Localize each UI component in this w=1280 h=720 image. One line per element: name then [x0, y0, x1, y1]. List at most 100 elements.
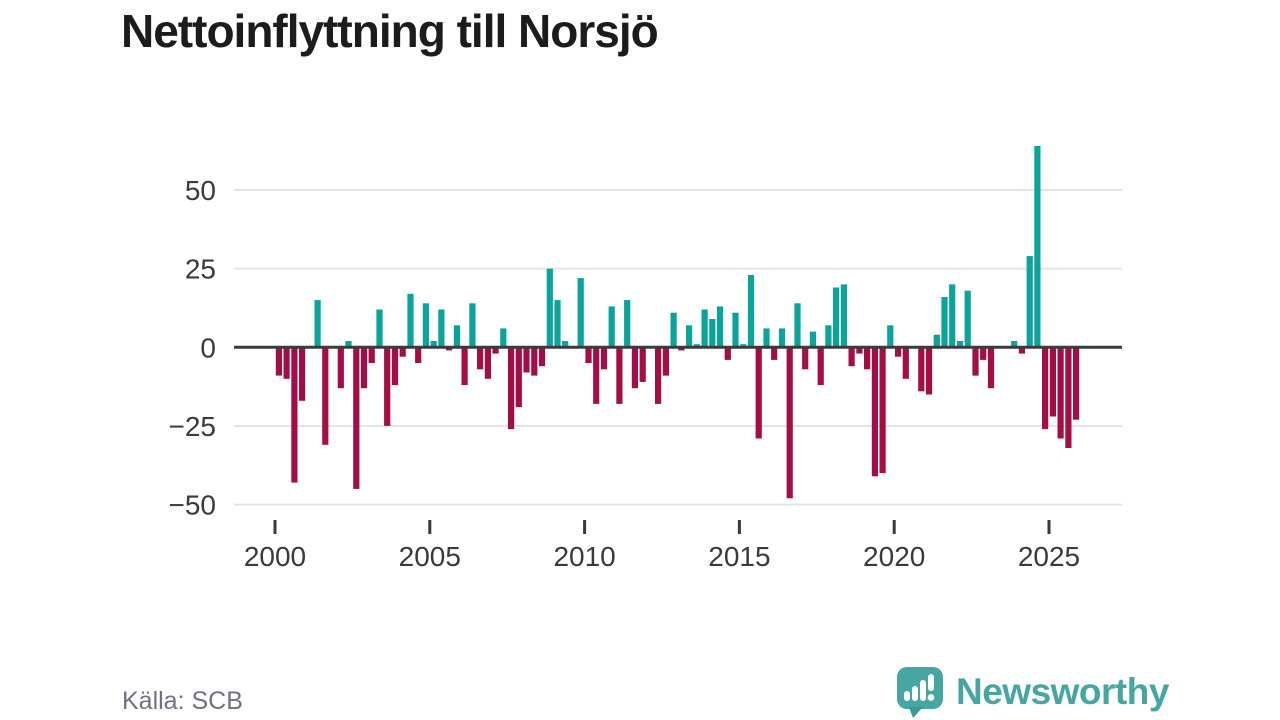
- bar-2017-q3: [817, 347, 824, 386]
- bar-2010-q3: [600, 347, 608, 370]
- bar-2017-q4: [825, 325, 832, 348]
- bar-2003-q4: [391, 347, 399, 386]
- bar-2009-q4: [577, 278, 584, 348]
- bar-2018-q3: [848, 347, 855, 367]
- bar-2018-q1: [833, 287, 840, 348]
- bar-2009-q1: [554, 300, 561, 348]
- bar-2021-q1: [925, 347, 933, 395]
- svg-text:2010: 2010: [553, 541, 615, 572]
- bar-2002-q4: [360, 347, 368, 389]
- y-axis-labels: 50 25 0 −25 −50: [169, 175, 217, 521]
- bar-2000-q4: [299, 347, 306, 401]
- bar-2017-q2: [809, 331, 816, 348]
- bar-2025-q1: [1049, 347, 1056, 417]
- bar-2024-q4: [1042, 347, 1049, 430]
- bar-2007-q4: [515, 347, 522, 408]
- bar-2002-q2: [345, 341, 352, 348]
- bar-2020-q4: [918, 347, 925, 392]
- bar-2006-q4: [484, 347, 491, 379]
- bar-2017-q1: [802, 347, 809, 370]
- bar-2016-q4: [794, 303, 801, 348]
- bar-2019-q1: [864, 347, 871, 370]
- bar-2015-q4: [763, 328, 770, 348]
- bar-2021-q2: [933, 334, 940, 348]
- svg-text:2005: 2005: [399, 541, 461, 572]
- bar-2021-q3: [941, 297, 948, 348]
- bar-2008-q1: [523, 347, 530, 373]
- bar-2025-q4: [1073, 347, 1080, 420]
- speech-bubble-bar-chart-icon: [897, 667, 943, 718]
- bar-2015-q3: [755, 347, 762, 439]
- bar-2010-q4: [608, 306, 615, 348]
- bar-2015-q2: [747, 274, 755, 348]
- bar-2012-q2: [655, 347, 662, 404]
- bar-2024-q1: [1018, 347, 1025, 354]
- svg-text:2000: 2000: [244, 541, 306, 572]
- bar-2013-q2: [686, 325, 693, 348]
- bar-2000-q2: [283, 347, 290, 379]
- bar-2005-q3: [446, 347, 453, 351]
- chart-title: Nettoinflyttning till Norsjö: [121, 5, 659, 57]
- bar-2022-q2: [964, 290, 971, 348]
- bar-2016-q1: [771, 347, 778, 360]
- bar-2013-q4: [701, 309, 708, 348]
- x-axis-labels: 2000 2005 2010 2015 2020 2025: [244, 541, 1080, 572]
- bar-2019-q4: [887, 325, 894, 348]
- y-gridlines: [234, 189, 1122, 506]
- bar-2004-q3: [415, 347, 422, 363]
- bar-2025-q2: [1057, 347, 1064, 439]
- svg-text:−50: −50: [169, 490, 217, 521]
- svg-text:0: 0: [200, 332, 216, 363]
- bar-2022-q1: [956, 341, 964, 348]
- bar-2020-q1: [895, 347, 902, 357]
- bar-2007-q1: [492, 347, 499, 354]
- svg-text:2020: 2020: [863, 541, 925, 572]
- bar-2016-q2: [778, 328, 786, 348]
- bar-2018-q4: [856, 347, 863, 354]
- bar-2012-q3: [662, 347, 669, 376]
- bar-2003-q1: [368, 347, 375, 363]
- svg-text:50: 50: [185, 175, 216, 206]
- source-note: Källa: SCB: [122, 687, 243, 715]
- bar-2003-q2: [376, 309, 383, 348]
- bar-2013-q3: [693, 344, 700, 348]
- bar-2003-q3: [384, 347, 391, 426]
- bar-2008-q3: [538, 347, 546, 367]
- bars: [275, 146, 1080, 499]
- bar-2015-q1: [740, 344, 747, 348]
- bar-2013-q1: [678, 347, 685, 351]
- bar-2005-q2: [438, 309, 445, 348]
- bar-2001-q3: [322, 347, 329, 445]
- bar-2011-q2: [624, 300, 631, 348]
- bar-2020-q2: [902, 347, 909, 379]
- bar-2011-q4: [639, 347, 646, 382]
- newsworthy-logo-text: Newsworthy: [956, 671, 1169, 712]
- svg-text:2015: 2015: [708, 541, 770, 572]
- bar-2009-q2: [562, 341, 569, 348]
- newsworthy-logo: Newsworthy: [896, 666, 1169, 718]
- bar-2007-q3: [508, 347, 515, 430]
- bar-2008-q4: [546, 268, 553, 348]
- bar-2007-q2: [500, 328, 507, 348]
- bar-2006-q1: [461, 347, 468, 386]
- bar-2023-q1: [987, 347, 995, 389]
- bar-2022-q4: [980, 347, 987, 360]
- bar-2005-q1: [430, 341, 437, 348]
- bar-2014-q3: [724, 347, 731, 360]
- bar-2000-q3: [291, 347, 298, 483]
- bar-2018-q2: [840, 284, 847, 348]
- bar-2006-q2: [469, 303, 476, 348]
- bar-2000-q1: [275, 347, 282, 376]
- bar-2001-q2: [314, 300, 321, 348]
- bar-2012-q4: [670, 312, 677, 348]
- bar-2010-q2: [593, 347, 600, 404]
- bar-2022-q3: [972, 347, 979, 376]
- bar-2019-q3: [879, 347, 886, 474]
- svg-text:2025: 2025: [1018, 541, 1080, 572]
- bar-2014-q4: [732, 312, 739, 348]
- bar-2010-q1: [585, 347, 592, 363]
- svg-text:25: 25: [185, 254, 216, 285]
- bar-2005-q4: [453, 325, 460, 348]
